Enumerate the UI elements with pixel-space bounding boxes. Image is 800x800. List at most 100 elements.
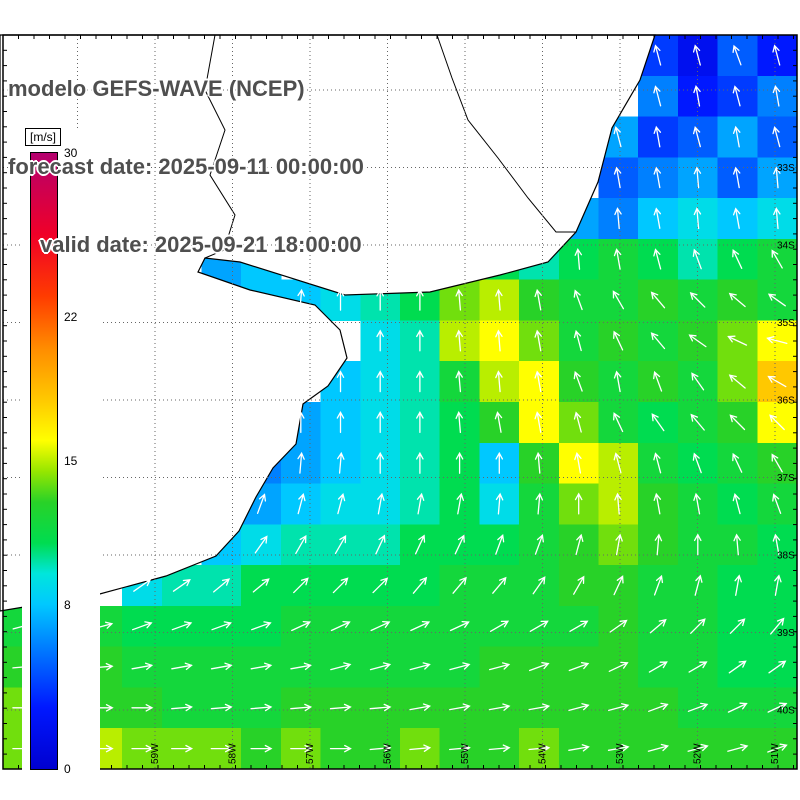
wind-arrow — [375, 534, 386, 555]
wind-arrow — [767, 375, 787, 388]
wind-arrow — [773, 166, 781, 189]
wind-arrow — [573, 370, 583, 392]
wind-arrow — [650, 291, 666, 309]
wind-arrow — [455, 329, 463, 352]
wind-arrow — [649, 618, 667, 634]
wind-arrow — [732, 492, 741, 515]
lat-label: 35S — [777, 318, 795, 329]
wind-arrow — [529, 620, 549, 632]
wind-arrow — [653, 574, 664, 596]
wind-arrow — [693, 492, 701, 515]
wind-arrow — [729, 414, 746, 431]
wind-arrow — [449, 703, 471, 711]
wind-arrow — [377, 492, 385, 515]
colorbar-gradient — [30, 152, 58, 770]
wind-arrow — [251, 621, 272, 631]
wind-arrow — [290, 662, 312, 671]
wind-arrow — [494, 411, 503, 433]
wind-arrow — [409, 744, 432, 752]
wind-arrow — [495, 492, 504, 515]
wind-arrow — [489, 620, 510, 632]
wind-arrow — [728, 374, 746, 389]
wind-arrow — [650, 332, 666, 350]
wind-arrow — [614, 492, 622, 515]
wind-arrow — [772, 84, 781, 107]
wind-arrow — [653, 44, 662, 66]
wind-arrow — [653, 125, 662, 148]
wind-arrow — [528, 662, 550, 672]
wind-arrow — [573, 289, 583, 311]
wind-arrow — [370, 620, 391, 632]
wind-arrow — [336, 288, 345, 311]
wind-arrow — [573, 329, 582, 352]
wind-arrow — [256, 493, 267, 514]
lon-label: 58W — [228, 743, 239, 764]
wind-arrow — [653, 492, 662, 515]
wind-arrow — [534, 329, 542, 352]
wind-arrow — [773, 207, 781, 230]
wind-arrow — [609, 619, 628, 633]
lat-label: 36S — [777, 396, 795, 407]
wind-arrow — [653, 207, 662, 229]
wind-arrow — [768, 660, 787, 674]
wind-arrow — [295, 534, 307, 555]
wind-arrow — [772, 533, 781, 556]
wind-arrow — [534, 451, 543, 474]
wind-arrow — [688, 661, 708, 673]
wind-arrow — [613, 166, 622, 189]
wind-arrow — [171, 621, 193, 631]
wind-arrow — [210, 744, 233, 753]
wind-arrow — [653, 166, 662, 189]
wind-arrow — [772, 44, 781, 66]
lat-label: 39S — [777, 628, 795, 639]
wind-arrow — [171, 744, 194, 753]
wind-arrow — [727, 743, 749, 752]
wind-arrow — [732, 248, 743, 269]
wind-arrow — [766, 336, 788, 345]
wind-arrow — [376, 288, 384, 311]
wind-arrow — [613, 330, 624, 351]
lon-label: 55W — [460, 743, 471, 764]
country-border — [204, 34, 236, 259]
colorbar-tick-label: 15 — [64, 454, 78, 468]
colorbar-unit-label: [m/s] — [25, 128, 61, 146]
wind-arrow — [573, 411, 582, 433]
wind-arrow — [455, 288, 463, 311]
wind-arrow — [534, 370, 542, 393]
wind-arrow — [693, 84, 701, 107]
wind-arrow — [376, 451, 384, 474]
wind-arrow — [133, 579, 152, 592]
lon-label: 56W — [383, 743, 394, 764]
lon-label: 51W — [770, 743, 781, 764]
wind-arrow — [687, 702, 709, 712]
wind-arrow — [416, 370, 424, 393]
wind-arrow — [329, 744, 352, 753]
wind-arrow — [648, 661, 668, 673]
wind-arrow — [690, 413, 705, 431]
lon-label: 53W — [615, 743, 626, 764]
wind-arrow — [648, 702, 669, 712]
wind-arrow — [732, 125, 741, 148]
lat-label: 37S — [777, 473, 795, 484]
wind-arrow — [329, 703, 352, 712]
wind-arrow — [692, 44, 701, 66]
wind-arrow — [455, 411, 463, 434]
wind-arrow — [770, 617, 785, 635]
wind-arrow — [569, 620, 589, 632]
wind-arrow — [767, 743, 788, 753]
wind-arrow — [290, 703, 313, 712]
wind-arrow — [654, 533, 663, 556]
wind-arrow — [613, 125, 622, 148]
wind-arrow — [574, 247, 583, 270]
wind-arrow — [211, 621, 232, 631]
wind-arrow — [171, 662, 193, 671]
country-borders — [204, 34, 576, 259]
wind-arrow — [733, 533, 741, 556]
lon-label: 57W — [305, 743, 316, 764]
wind-arrow — [410, 620, 431, 632]
wind-arrow — [612, 290, 625, 310]
wind-arrow — [131, 662, 154, 671]
wind-arrow — [767, 702, 788, 713]
wind-arrow — [613, 248, 622, 270]
